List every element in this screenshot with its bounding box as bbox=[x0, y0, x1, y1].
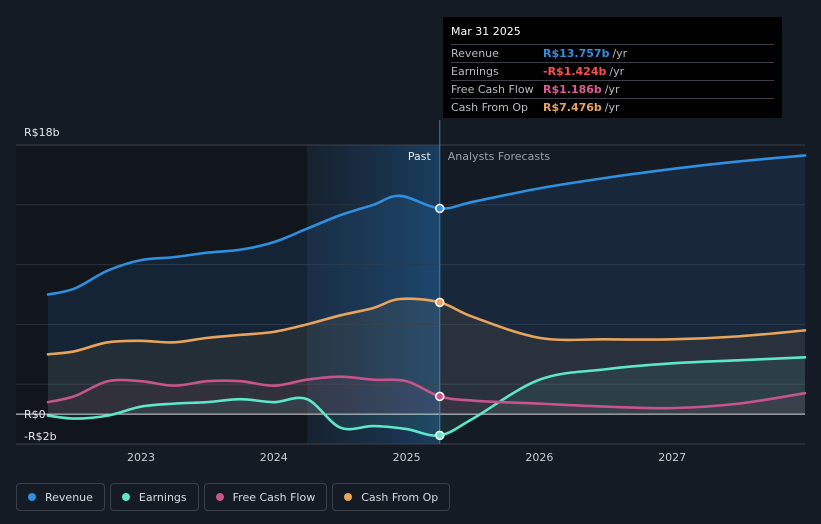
x-tick-label: 2025 bbox=[393, 451, 421, 464]
tooltip-row-free-cash-flow: Free Cash Flow R$1.186b /yr bbox=[451, 80, 774, 98]
legend-item-cash-from-op[interactable]: Cash From Op bbox=[332, 483, 451, 511]
y-tick-label: -R$2b bbox=[24, 430, 57, 443]
tooltip-unit: /yr bbox=[609, 65, 625, 78]
tooltip-label: Free Cash Flow bbox=[451, 83, 534, 96]
y-tick-label: R$0 bbox=[24, 408, 46, 421]
series-line-revenue bbox=[46, 154, 807, 296]
tooltip-unit: /yr bbox=[604, 83, 620, 96]
data-point-earnings bbox=[435, 430, 445, 441]
tooltip-row-cash-from-op: Cash From Op R$7.476b /yr bbox=[451, 98, 774, 116]
tooltip-value: R$7.476b bbox=[543, 101, 602, 114]
legend-item-earnings[interactable]: Earnings bbox=[109, 483, 199, 511]
legend-label: Earnings bbox=[138, 490, 187, 504]
tooltip-value: R$13.757b bbox=[543, 47, 610, 60]
legend-label: Free Cash Flow bbox=[232, 490, 316, 504]
tooltip-unit: /yr bbox=[612, 47, 628, 60]
legend-dot-icon bbox=[28, 493, 36, 501]
series-line-earnings bbox=[46, 355, 807, 437]
x-tick-label: 2027 bbox=[658, 451, 686, 464]
area-revenue bbox=[48, 155, 805, 415]
tooltip-value: R$1.186b bbox=[543, 83, 602, 96]
x-tick-label: 2024 bbox=[260, 451, 288, 464]
tooltip-date: Mar 31 2025 bbox=[451, 25, 521, 38]
area-earnings bbox=[48, 357, 805, 436]
legend-dot-icon bbox=[121, 493, 130, 501]
forecast-label: Analysts Forecasts bbox=[448, 150, 551, 163]
legend-item-free-cash-flow[interactable]: Free Cash Flow bbox=[203, 483, 328, 511]
past-label: Past bbox=[408, 150, 432, 163]
tooltip-row-earnings: Earnings -R$1.424b /yr bbox=[451, 62, 774, 80]
tooltip-value: -R$1.424b bbox=[543, 65, 607, 78]
tooltip-label: Earnings bbox=[451, 65, 499, 78]
tooltip-row-revenue: Revenue R$13.757b /yr bbox=[451, 44, 774, 62]
area-free-cash-flow bbox=[48, 376, 805, 415]
data-point-cash-from-op bbox=[435, 297, 445, 308]
area-cash-from-op bbox=[48, 298, 805, 415]
tooltip-label: Cash From Op bbox=[451, 101, 529, 114]
legend-item-revenue[interactable]: Revenue bbox=[16, 483, 105, 511]
past-background bbox=[16, 145, 307, 444]
legend-label: Revenue bbox=[45, 490, 93, 504]
series-line-cash-from-op bbox=[46, 297, 807, 356]
legend: Revenue Earnings Free Cash Flow Cash Fro… bbox=[16, 483, 451, 511]
legend-dot-icon bbox=[344, 493, 353, 501]
tooltip: Mar 31 2025 Revenue R$13.757b /yr Earnin… bbox=[443, 17, 782, 118]
series-line-free-cash-flow bbox=[46, 375, 807, 410]
x-tick-label: 2023 bbox=[127, 451, 155, 464]
x-tick-label: 2026 bbox=[525, 451, 553, 464]
tooltip-unit: /yr bbox=[604, 101, 620, 114]
data-point-free-cash-flow bbox=[435, 391, 445, 402]
legend-label: Cash From Op bbox=[361, 490, 439, 504]
y-tick-label: R$18b bbox=[24, 126, 60, 139]
tooltip-label: Revenue bbox=[451, 47, 499, 60]
data-point-revenue bbox=[435, 203, 445, 214]
legend-dot-icon bbox=[215, 493, 224, 501]
past-highlight bbox=[306, 145, 440, 444]
